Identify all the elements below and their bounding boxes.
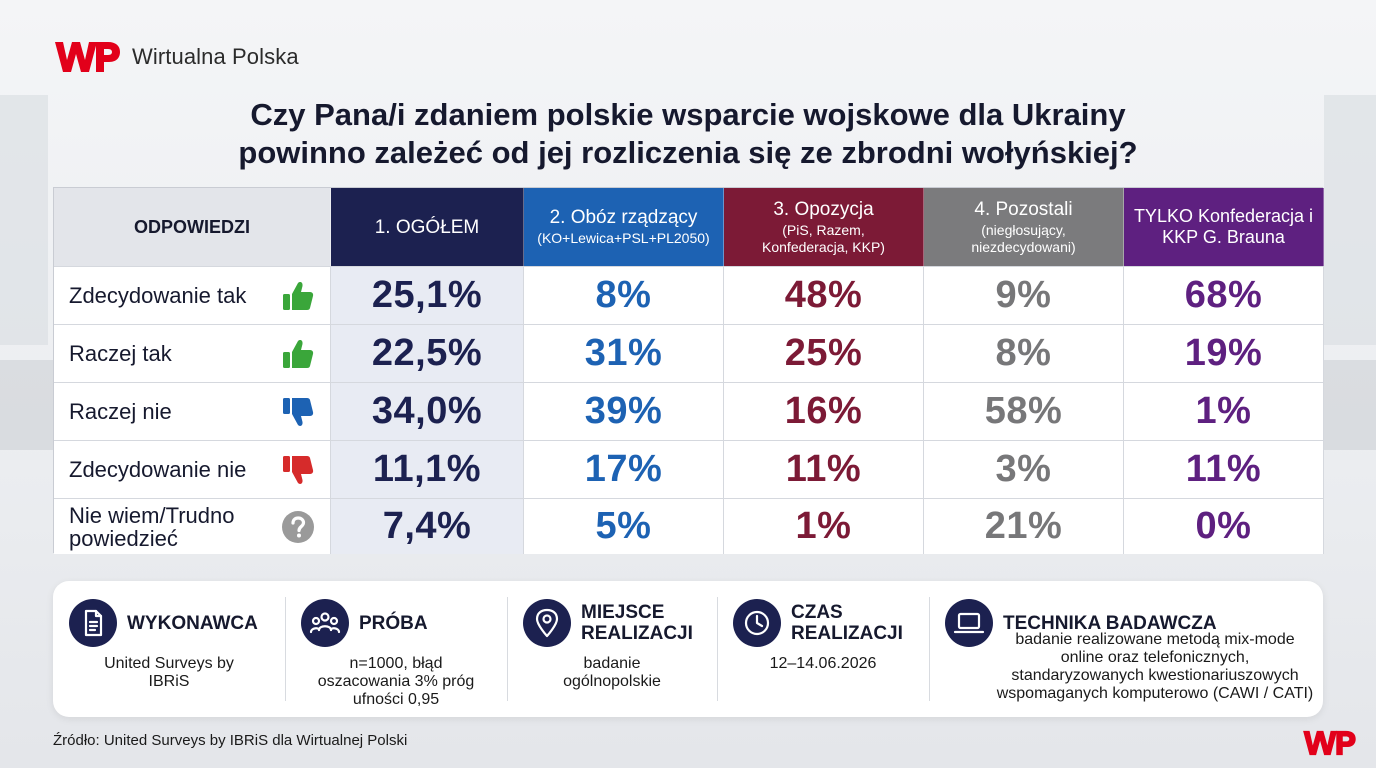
background-window-left [0, 95, 48, 345]
value-cell: 5% [524, 498, 724, 554]
value-cell: 0% [1124, 498, 1324, 554]
background-desk-right [1320, 360, 1376, 450]
row-label-cell: Nie wiem/Trudno powiedzieć [54, 498, 331, 554]
value-cell: 22,5% [331, 324, 524, 382]
info-item: PRÓBA n=1000, błąd oszacowania 3% próg uf… [285, 581, 507, 717]
source-note: Źródło: United Surveys by IBRiS dla Wirt… [53, 732, 408, 749]
people-icon [301, 599, 349, 647]
column-header-sublabel: (niegłosujący, niezdecydowani) [971, 221, 1076, 255]
value-cell: 34,0% [331, 382, 524, 440]
column-header-label: 1. OGÓŁEM [374, 216, 480, 238]
row-label-cell: Zdecydowanie tak [54, 266, 331, 324]
value-cell: 17% [524, 440, 724, 498]
methodology-panel: WYKONAWCA United Surveys by IBRiS PRÓBA n=1… [53, 581, 1323, 717]
info-item: MIEJSCE REALIZACJI badanie ogólnopolskie [507, 581, 717, 717]
thumbs-up-icon [280, 278, 316, 314]
info-item-text: 12–14.06.2026 [769, 655, 877, 672]
value-cell: 48% [724, 266, 924, 324]
info-item-text: badanie realizowane metodą mix-mode onli… [996, 631, 1314, 702]
value-cell: 8% [524, 266, 724, 324]
location-pin-icon [523, 599, 571, 647]
chart-title: Czy Pana/i zdaniem polskie wsparcie wojs… [0, 96, 1376, 172]
value-cell: 68% [1124, 266, 1324, 324]
value-cell: 11% [724, 440, 924, 498]
column-header-sublabel: (PiS, Razem, Konfederacja, KKP) [762, 221, 885, 255]
column-header-label: TYLKO Konfederacja i KKP G. Brauna [1133, 206, 1314, 247]
info-item-title: PRÓBA [359, 612, 428, 634]
value-cell: 25% [724, 324, 924, 382]
row-label: Raczej nie [69, 399, 172, 424]
column-header-c2: 3. Opozycja (PiS, Razem, Konfederacja, KK… [724, 188, 924, 266]
info-item-title: CZAS REALIZACJI [791, 602, 903, 644]
row-label: Zdecydowanie nie [69, 457, 247, 482]
row-label: Zdecydowanie tak [69, 283, 247, 308]
value-cell: 19% [1124, 324, 1324, 382]
column-header-label: ODPOWIEDZI [134, 216, 250, 237]
value-cell: 31% [524, 324, 724, 382]
info-item-title: MIEJSCE REALIZACJI [581, 602, 693, 644]
brand-header: Wirtualna Polska [52, 36, 299, 78]
info-item-header: PRÓBA [285, 599, 507, 647]
value-cell: 1% [724, 498, 924, 554]
background-desk-left [0, 360, 56, 450]
value-cell: 3% [924, 440, 1124, 498]
value-cell: 39% [524, 382, 724, 440]
background-window-right [1324, 95, 1376, 345]
thumbs-up-icon [280, 336, 316, 372]
value-cell: 58% [924, 382, 1124, 440]
clock-icon [733, 599, 781, 647]
results-table: ODPOWIEDZI 1. OGÓŁEM 2. Obóz rządzący (KO+L… [53, 187, 1324, 554]
wp-logo-icon [55, 42, 120, 72]
row-label-cell: Raczej tak [54, 324, 331, 382]
info-item-header: TECHNIKA BADAWCZA [929, 599, 1323, 647]
value-cell: 8% [924, 324, 1124, 382]
value-cell: 21% [924, 498, 1124, 554]
info-item-text: United Surveys by IBRiS [104, 655, 234, 690]
row-label: Nie wiem/Trudno powiedzieć [69, 502, 235, 551]
row-label: Raczej tak [69, 341, 172, 366]
wp-logo-small-icon [1303, 730, 1356, 756]
value-cell: 11% [1124, 440, 1324, 498]
value-cell: 7,4% [331, 498, 524, 554]
laptop-icon [945, 599, 993, 647]
value-cell: 25,1% [331, 266, 524, 324]
value-cell: 9% [924, 266, 1124, 324]
info-item: TECHNIKA BADAWCZA badanie realizowane met… [929, 581, 1323, 717]
row-label-cell: Zdecydowanie nie [54, 440, 331, 498]
column-header-label: 4. Pozostali [974, 198, 1073, 220]
info-item-header: MIEJSCE REALIZACJI [507, 599, 717, 647]
column-header-c1: 2. Obóz rządzący (KO+Lewica+PSL+PL2050) [524, 188, 724, 266]
info-item-text: badanie ogólnopolskie [563, 655, 661, 690]
value-cell: 11,1% [331, 440, 524, 498]
info-item-header: WYKONAWCA [53, 599, 285, 647]
question-icon [280, 509, 316, 545]
title-line-1: Czy Pana/i zdaniem polskie wsparcie wojs… [250, 97, 1126, 132]
title-line-2: powinno zależeć od jej rozliczenia się z… [238, 135, 1138, 170]
brand-name: Wirtualna Polska [132, 44, 299, 69]
column-header-c4: TYLKO Konfederacja i KKP G. Brauna [1124, 188, 1324, 266]
value-cell: 1% [1124, 382, 1324, 440]
column-header-sublabel: (KO+Lewica+PSL+PL2050) [537, 230, 710, 246]
info-item: CZAS REALIZACJI 12–14.06.2026 [717, 581, 929, 717]
column-header-label: 3. Opozycja [773, 198, 874, 220]
column-header-c3: 4. Pozostali (niegłosujący, niezdecydowan… [924, 188, 1124, 266]
column-header-answers: ODPOWIEDZI [54, 188, 331, 266]
info-item: WYKONAWCA United Surveys by IBRiS [53, 581, 285, 717]
document-icon [69, 599, 117, 647]
info-item-header: CZAS REALIZACJI [717, 599, 929, 647]
column-header-label: 2. Obóz rządzący [549, 207, 698, 228]
row-label-cell: Raczej nie [54, 382, 331, 440]
info-item-title: TECHNIKA BADAWCZA [1003, 612, 1217, 634]
info-item-text: n=1000, błąd oszacowania 3% próg ufności… [317, 655, 475, 708]
column-header-c0: 1. OGÓŁEM [331, 188, 524, 266]
info-item-title: WYKONAWCA [127, 612, 258, 634]
thumbs-down-icon [280, 452, 316, 488]
thumbs-down-icon [280, 394, 316, 430]
value-cell: 16% [724, 382, 924, 440]
